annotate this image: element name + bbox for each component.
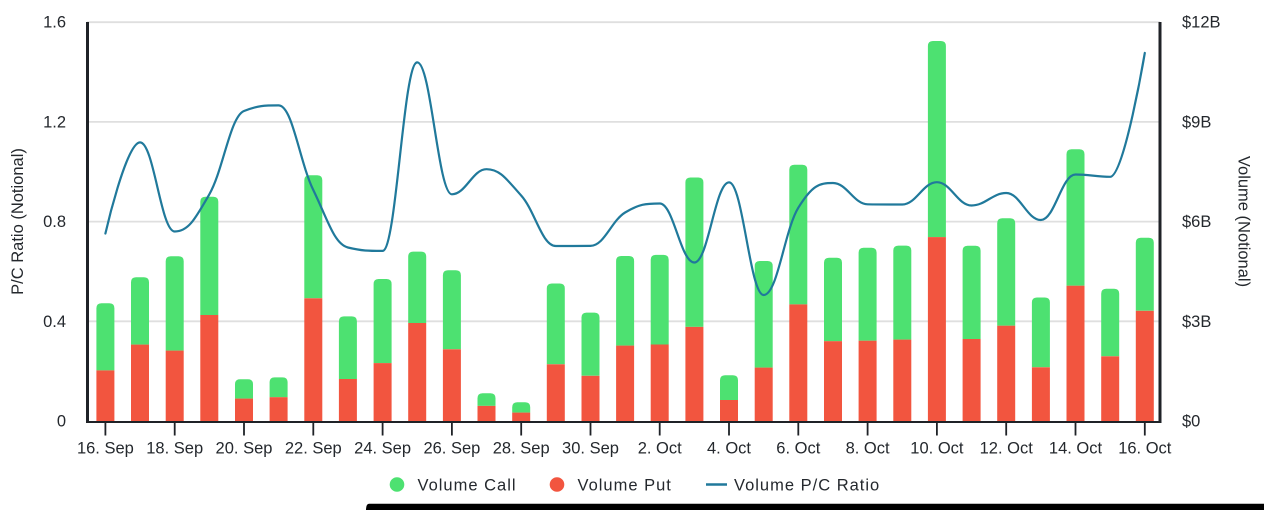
svg-text:$3B: $3B [1182,313,1211,331]
svg-text:20. Sep: 20. Sep [216,440,273,458]
svg-text:12. Oct: 12. Oct [980,440,1034,458]
svg-text:$0: $0 [1182,413,1200,431]
svg-text:Volume P/C Ratio: Volume P/C Ratio [734,476,880,494]
svg-text:26. Sep: 26. Sep [423,440,480,458]
svg-text:4. Oct: 4. Oct [707,440,751,458]
svg-text:24. Sep: 24. Sep [354,440,411,458]
svg-text:Volume Call: Volume Call [418,476,517,494]
svg-text:2. Oct: 2. Oct [638,440,682,458]
svg-text:6. Oct: 6. Oct [776,440,820,458]
svg-text:14. Oct: 14. Oct [1049,440,1103,458]
svg-text:$9B: $9B [1182,113,1211,131]
svg-text:28. Sep: 28. Sep [493,440,550,458]
svg-text:1.2: 1.2 [43,113,66,131]
svg-text:30. Sep: 30. Sep [562,440,619,458]
svg-text:1.6: 1.6 [43,14,66,32]
svg-text:8. Oct: 8. Oct [846,440,890,458]
svg-text:0.8: 0.8 [43,213,66,231]
svg-text:18. Sep: 18. Sep [146,440,203,458]
svg-text:Volume Put: Volume Put [578,476,672,494]
svg-text:22. Sep: 22. Sep [285,440,342,458]
svg-text:0.4: 0.4 [43,313,66,331]
svg-text:10. Oct: 10. Oct [910,440,964,458]
svg-text:P/C Ratio (Notional): P/C Ratio (Notional) [9,148,27,295]
svg-text:16. Sep: 16. Sep [77,440,134,458]
svg-text:Volume (Notional): Volume (Notional) [1235,156,1253,287]
svg-text:0: 0 [57,413,66,431]
svg-text:$12B: $12B [1182,14,1221,32]
svg-text:16. Oct: 16. Oct [1118,440,1172,458]
svg-text:$6B: $6B [1182,213,1211,231]
